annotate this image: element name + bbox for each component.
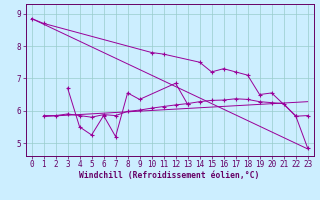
- X-axis label: Windchill (Refroidissement éolien,°C): Windchill (Refroidissement éolien,°C): [79, 171, 260, 180]
